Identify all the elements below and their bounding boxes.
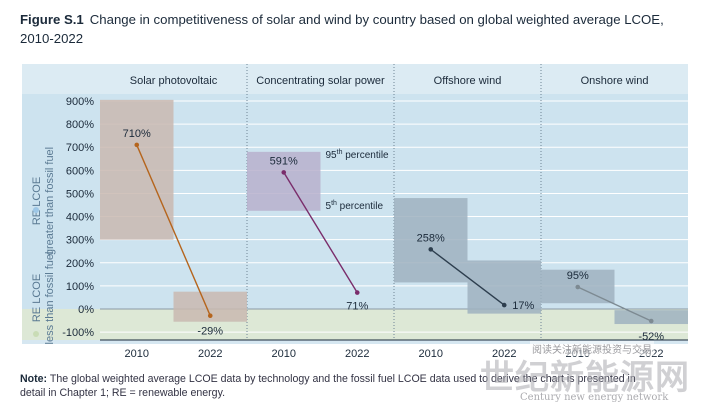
- x-tick-label: 2010: [272, 348, 296, 360]
- data-point: [207, 313, 213, 319]
- y-axis-label-lower-line2: less than fossil fuel: [44, 252, 56, 345]
- y-tick-label: -100%: [62, 327, 94, 339]
- panel-title: Offshore wind: [434, 75, 502, 87]
- data-point: [501, 302, 507, 308]
- x-tick-label: 2022: [492, 348, 516, 360]
- panel-title: Solar photovoltaic: [130, 75, 218, 87]
- y-tick-label: 300%: [66, 235, 94, 247]
- y-axis-label-upper: RE LCOE: [31, 177, 43, 225]
- watermark-logo: 世纪新能源网: [480, 359, 690, 397]
- data-point: [575, 284, 581, 290]
- panel-header-band: [22, 64, 688, 94]
- series-line: [577, 286, 652, 322]
- x-tick-label: 2022: [345, 348, 369, 360]
- lower-region: [22, 309, 688, 340]
- y-tick-label: 200%: [66, 258, 94, 270]
- y-axis-label-upper-line2: greater than fossil fuel: [44, 147, 56, 255]
- figure-note: Note: The global weighted average LCOE d…: [20, 372, 660, 400]
- data-point: [281, 170, 287, 175]
- figure-title: Figure S.1 Change in competitiveness of s…: [20, 10, 700, 48]
- series-line: [283, 172, 358, 293]
- data-label: 95%: [567, 270, 589, 282]
- note-label: Note:: [20, 373, 48, 385]
- watermark-subtitle: Century new energy network: [520, 392, 669, 403]
- y-tick-label: 600%: [66, 165, 94, 177]
- note-text: The global weighted average LCOE data by…: [20, 373, 636, 399]
- y-tick-label: 500%: [66, 188, 94, 200]
- range-box: [247, 151, 321, 211]
- x-tick-label: 2010: [419, 348, 443, 360]
- y-tick-label: 100%: [66, 281, 94, 293]
- data-label: 258%: [417, 232, 445, 244]
- percentile-label: 95th percentile: [326, 149, 390, 161]
- y-tick-label: 900%: [66, 96, 94, 108]
- data-label: -29%: [197, 326, 223, 338]
- percentile-label: 5th percentile: [326, 200, 384, 212]
- series-line: [430, 248, 505, 306]
- y-tick-label: 800%: [66, 119, 94, 131]
- y-tick-label: 700%: [66, 142, 94, 154]
- data-label: 710%: [123, 128, 151, 140]
- figure-title-text: Change in competitiveness of solar and w…: [20, 12, 664, 46]
- range-box: [614, 310, 688, 325]
- watermark-overlay-text: 阅读关注新能源投资与交易: [530, 341, 654, 356]
- data-point: [428, 247, 434, 252]
- figure-label: Figure S.1: [20, 12, 84, 27]
- data-label: 17%: [512, 300, 534, 312]
- data-point: [648, 318, 654, 324]
- data-label: 71%: [346, 301, 368, 313]
- data-label: -52%: [638, 331, 664, 343]
- panel-title: Concentrating solar power: [256, 75, 385, 87]
- y-axis-label-lower: RE LCOE: [31, 274, 43, 322]
- data-label: 591%: [270, 155, 298, 167]
- series-line: [136, 144, 211, 316]
- range-box: [100, 99, 174, 240]
- y-tick-label: 0%: [78, 304, 94, 316]
- x-tick-label: 2022: [198, 348, 222, 360]
- data-point: [134, 142, 140, 148]
- panel-title: Onshore wind: [581, 75, 649, 87]
- upper-region-dot: [33, 207, 39, 213]
- data-point: [354, 290, 360, 295]
- y-tick-label: 400%: [66, 212, 94, 224]
- lower-region-dot: [33, 331, 39, 337]
- x-tick-label: 2010: [125, 348, 149, 360]
